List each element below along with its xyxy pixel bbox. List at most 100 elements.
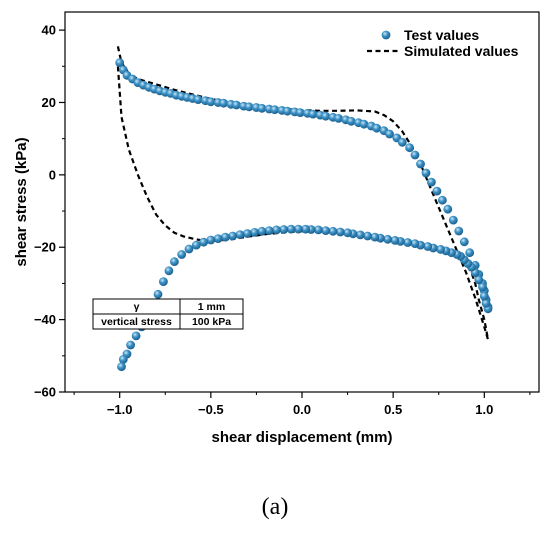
x-tick-label: −0.5 [198, 402, 224, 417]
legend-label-simulated: Simulated values [404, 43, 519, 59]
test-value-point [228, 231, 238, 241]
x-tick-label: −1.0 [107, 402, 133, 417]
y-tick-label: −40 [34, 312, 56, 327]
y-tick-label: 20 [42, 95, 56, 110]
simulated-values-line [116, 46, 490, 340]
test-value-point [126, 340, 135, 350]
test-value-point [465, 248, 475, 258]
x-tick-label: 1.0 [475, 402, 493, 417]
series-simulated-values [116, 46, 490, 340]
test-value-point [459, 237, 469, 247]
test-value-point [372, 123, 382, 133]
test-value-point [397, 137, 407, 147]
test-value-point [383, 234, 393, 244]
test-value-point [257, 103, 267, 113]
test-value-point [193, 95, 203, 104]
test-value-point [250, 228, 259, 237]
test-value-point [321, 226, 331, 236]
test-value-point [264, 226, 274, 236]
legend-label-test: Test values [404, 27, 479, 43]
test-value-point [363, 231, 372, 241]
test-value-point [279, 225, 289, 234]
test-value-point [481, 298, 491, 308]
test-value-point [117, 362, 126, 372]
y-tick-label: 0 [49, 167, 56, 182]
parameter-table-cell: 1 mm [198, 301, 225, 313]
test-value-point [474, 275, 484, 285]
parameter-table: γ 1 mm vertical stress 100 kPa [92, 298, 244, 330]
x-tick-label: 0.0 [293, 402, 311, 417]
test-value-point [164, 266, 174, 276]
test-value-point [159, 277, 168, 286]
y-axis-ticks: −60 −40 −20 0 20 40 [34, 23, 65, 400]
test-value-point [177, 250, 187, 259]
parameter-table-cell: vertical stress [101, 316, 172, 328]
test-value-point [410, 150, 420, 160]
test-value-point [405, 143, 414, 153]
test-value-point [390, 236, 400, 245]
test-value-point [257, 226, 267, 236]
test-value-point [416, 159, 425, 169]
test-value-point [410, 239, 420, 249]
figure-caption: (a) [261, 494, 289, 520]
test-value-point [170, 257, 179, 267]
test-value-point [454, 226, 464, 236]
series-test-values [115, 58, 493, 372]
test-value-point [343, 228, 352, 238]
test-value-point [321, 111, 331, 121]
test-value-point [479, 291, 489, 301]
test-value-point [385, 129, 394, 139]
parameter-table-cell: 100 kPa [192, 316, 231, 328]
test-value-point [153, 289, 163, 299]
test-value-point [438, 195, 447, 205]
test-value-point [432, 186, 442, 196]
test-value-point [294, 224, 303, 234]
y-tick-label: 40 [42, 23, 56, 38]
test-value-point [436, 245, 445, 254]
test-value-point [328, 226, 338, 236]
y-axis-title: shear stress (kPa) [13, 137, 30, 266]
test-value-point [191, 240, 201, 250]
test-value-point [478, 282, 487, 292]
parameter-table-cell: γ [134, 301, 140, 313]
test-value-point [286, 224, 296, 234]
test-value-point [427, 177, 436, 187]
test-value-point [359, 119, 369, 129]
test-value-point [213, 234, 223, 244]
test-value-point [448, 215, 458, 225]
test-value-point [235, 230, 245, 240]
test-value-point [403, 238, 413, 247]
y-tick-label: −60 [34, 385, 56, 400]
test-value-point [232, 100, 241, 110]
test-value-point [118, 355, 128, 364]
test-value-point [199, 237, 209, 247]
test-value-point [221, 232, 230, 242]
test-value-point [242, 229, 252, 238]
test-value-point [206, 235, 216, 245]
test-value-point [308, 109, 318, 119]
test-value-point [423, 242, 433, 251]
test-value-point [370, 232, 380, 242]
test-value-point [206, 97, 216, 107]
test-value-point [219, 98, 229, 108]
test-value-point [184, 244, 194, 254]
test-value-point [443, 204, 453, 214]
test-value-point [335, 227, 345, 237]
test-value-point [270, 105, 280, 115]
test-value-point [272, 225, 281, 235]
test-value-point [346, 116, 356, 126]
legend-marker-test [381, 30, 391, 40]
test-value-point [301, 224, 310, 234]
x-axis-ticks: −1.0 −0.5 0.0 0.5 1.0 [73, 392, 531, 417]
test-value-point [115, 58, 125, 68]
test-value-point [334, 114, 343, 123]
test-value-point [355, 230, 365, 240]
x-axis-title: shear displacement (mm) [212, 429, 393, 446]
test-value-point [421, 168, 431, 178]
test-value-point [295, 108, 305, 117]
x-tick-label: 0.5 [384, 402, 402, 417]
test-value-point [283, 106, 292, 116]
test-value-point [244, 102, 254, 112]
